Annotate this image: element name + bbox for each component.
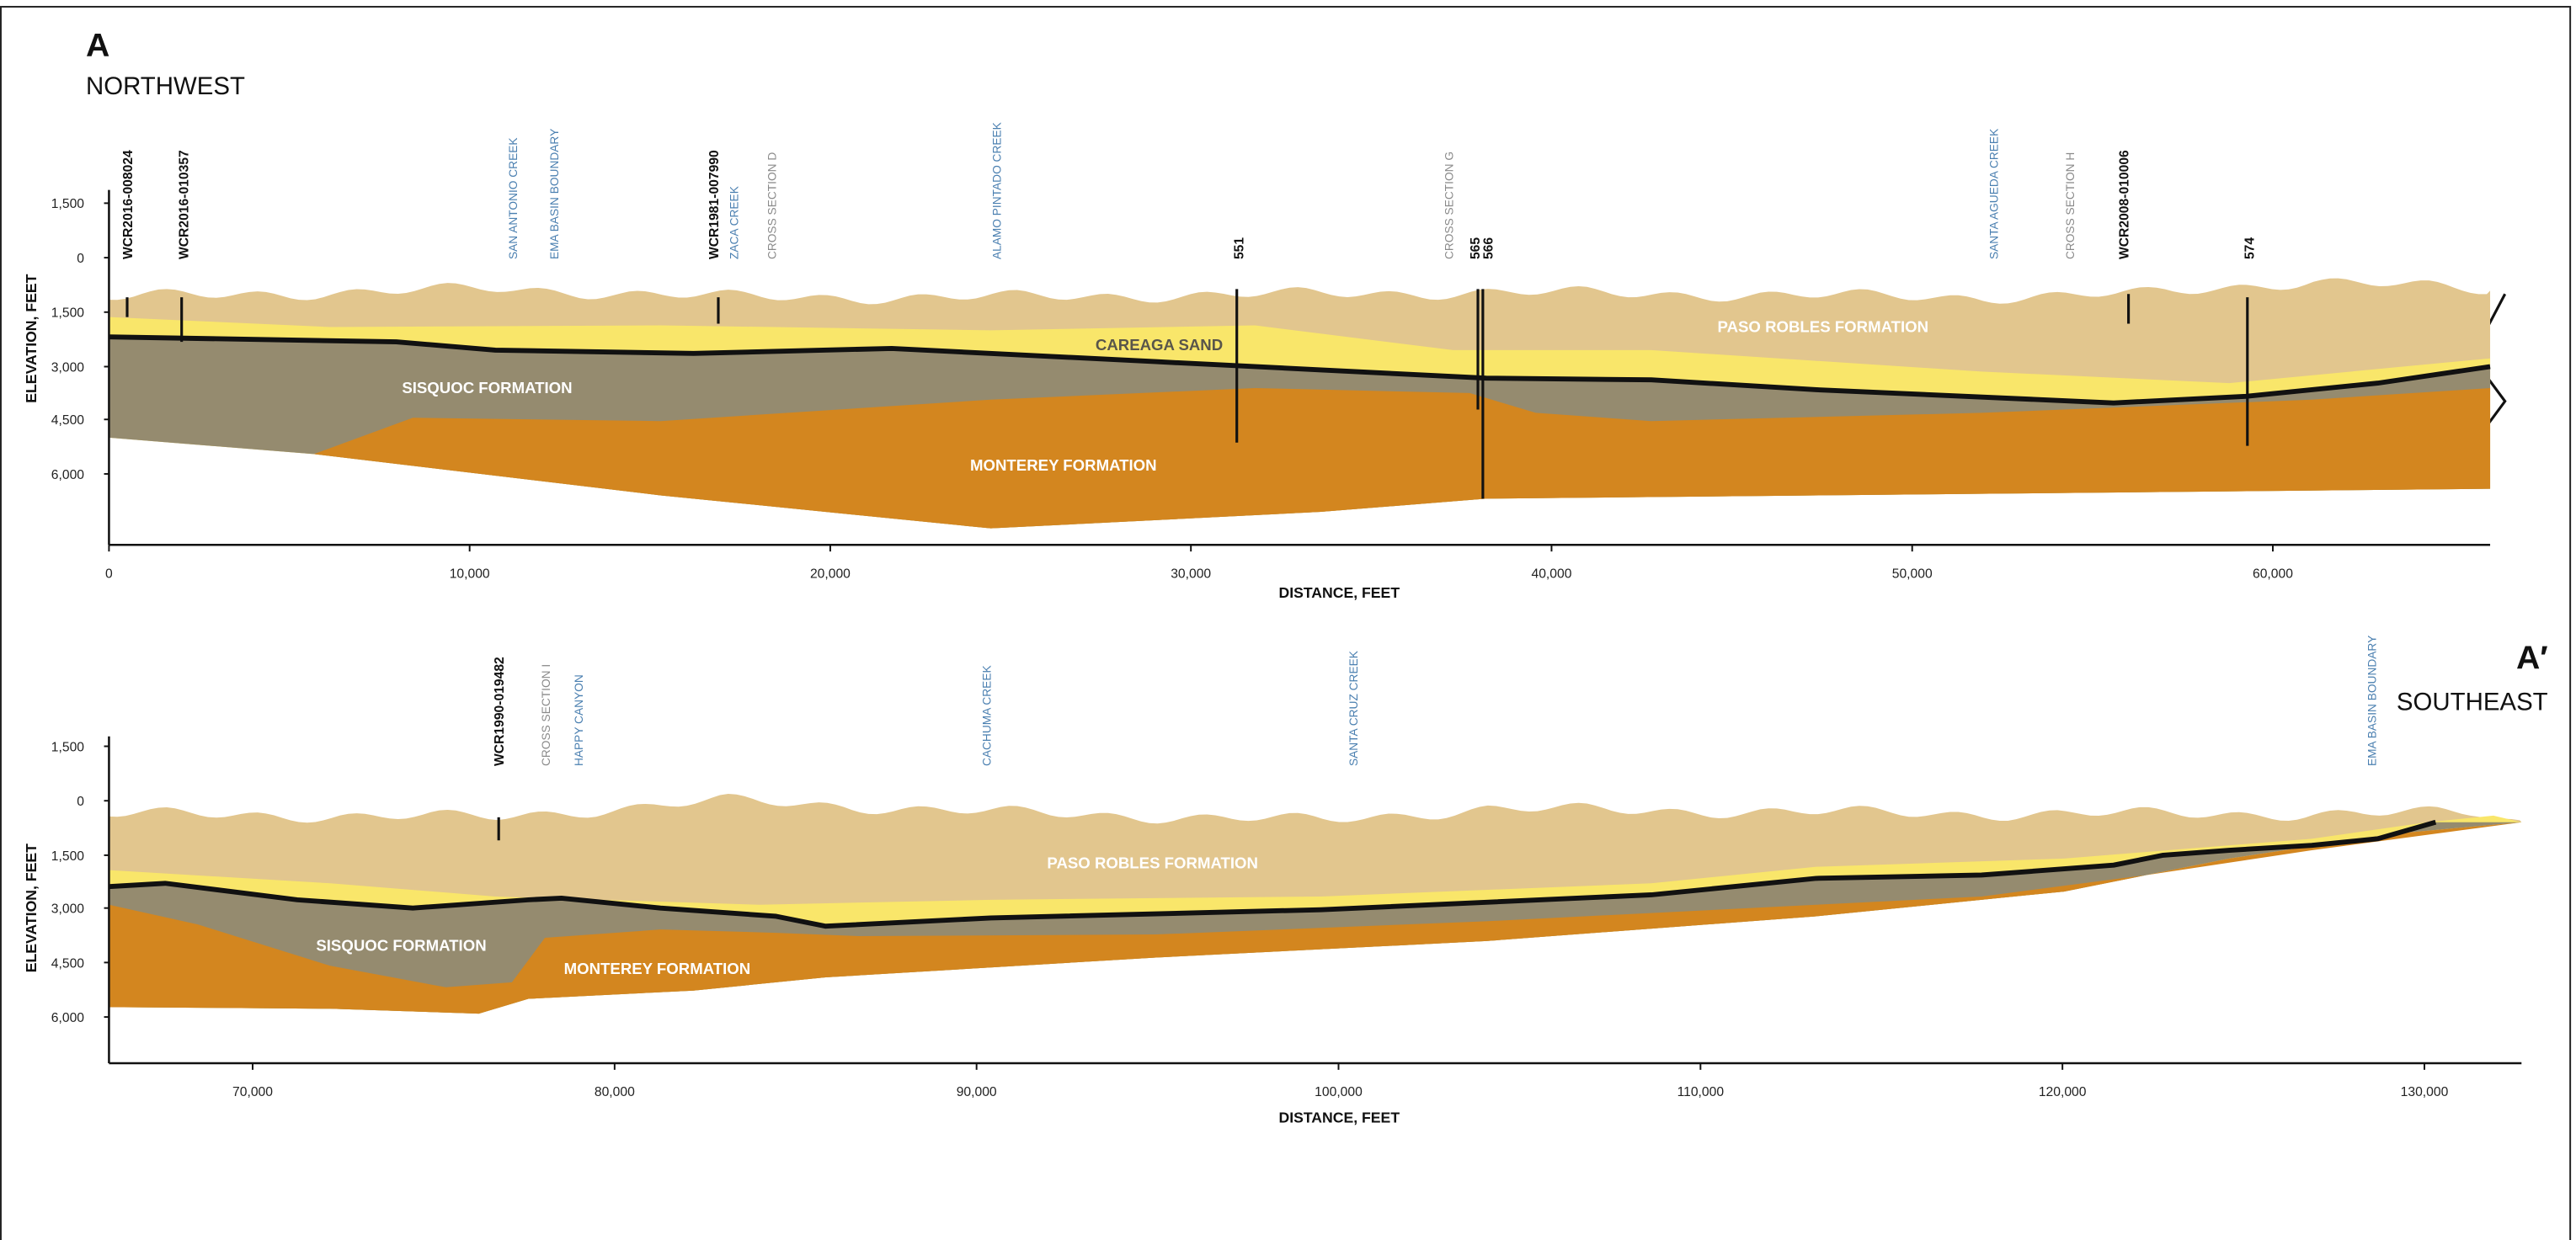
marker-label: HAPPY CANYON: [573, 674, 585, 766]
marker-label: CROSS SECTION D: [766, 152, 779, 259]
marker-label: 551: [1233, 237, 1247, 259]
elevation-tick-label: 0: [77, 795, 84, 809]
elevation-tick-label: 6,000: [51, 468, 85, 482]
marker-label: CACHUMA CREEK: [981, 665, 994, 766]
marker-label: SANTA CRUZ CREEK: [1347, 651, 1360, 766]
distance-tick-label: 40,000: [1531, 567, 1571, 581]
marker-label: ALAMO PINTADO CREEK: [990, 122, 1003, 259]
elevation-tick-label: 1,500: [51, 306, 85, 321]
monterey-formation: [109, 822, 2522, 1014]
elevation-axis-title: ELEVATION, FEET: [23, 274, 40, 402]
distance-tick-label: 70,000: [232, 1085, 273, 1099]
direction-end: SOUTHEAST: [2397, 688, 2548, 716]
distance-axis-title: DISTANCE, FEET: [1278, 584, 1400, 601]
sisquoc-top-contact: [109, 819, 2437, 929]
direction-start: NORTHWEST: [86, 72, 245, 100]
marker-label: EMA BASIN BOUNDARY: [548, 129, 561, 259]
marker-label: WCR2016-010357: [178, 150, 192, 259]
elevation-tick-label: 1,500: [51, 740, 85, 754]
distance-axis-title: DISTANCE, FEET: [1278, 1110, 1400, 1126]
elevation-tick-label: 1,500: [51, 849, 85, 864]
elevation-tick-label: 1,500: [51, 197, 85, 211]
distance-tick-label: 110,000: [1677, 1085, 1725, 1099]
section-end-label: A′: [2516, 640, 2548, 676]
elevation-tick-label: 0: [77, 252, 84, 266]
elevation-tick-label: 4,500: [51, 413, 85, 428]
marker-label: WCR2016-008024: [121, 150, 136, 259]
section-start-label: A: [86, 28, 109, 64]
marker-label: ZACA CREEK: [728, 186, 741, 259]
distance-tick-label: 100,000: [1315, 1085, 1363, 1099]
marker-label: 565: [1469, 237, 1483, 259]
distance-tick-label: 30,000: [1171, 567, 1211, 581]
distance-tick-label: 0: [105, 567, 113, 581]
distance-tick-label: 120,000: [2039, 1085, 2087, 1099]
frame: [0, 6, 2572, 1240]
formation-label: MONTEREY FORMATION: [564, 960, 751, 977]
marker-label: 574: [2243, 237, 2258, 259]
distance-tick-label: 10,000: [450, 567, 490, 581]
marker-label: SAN ANTONIO CREEK: [507, 137, 520, 259]
marker-label: CROSS SECTION H: [2064, 152, 2077, 259]
marker-label: EMA BASIN BOUNDARY: [2366, 636, 2379, 766]
formation-label: PASO ROBLES FORMATION: [1047, 854, 1258, 872]
marker-label: SANTA AGUEDA CREEK: [1988, 129, 2001, 259]
marker-label: WCR1990-019482: [493, 657, 507, 766]
marker-label: WCR2008-010006: [2118, 150, 2132, 259]
sisquoc-top-contact: [109, 334, 2491, 406]
distance-tick-label: 60,000: [2253, 567, 2293, 581]
formation-label: SISQUOC FORMATION: [316, 937, 486, 955]
elevation-axis-title: ELEVATION, FEET: [23, 844, 40, 972]
distance-tick-label: 80,000: [595, 1085, 635, 1099]
formation-label: MONTEREY FORMATION: [970, 456, 1157, 474]
elevation-tick-label: 3,000: [51, 902, 85, 917]
elevation-tick-label: 4,500: [51, 956, 85, 971]
formation-label: CAREAGA SAND: [1096, 336, 1223, 354]
formation-label: SISQUOC FORMATION: [402, 379, 572, 396]
monterey-formation: [313, 387, 2491, 529]
elevation-tick-label: 6,000: [51, 1011, 85, 1025]
marker-label: CROSS SECTION I: [540, 664, 552, 766]
marker-label: WCR1981-007990: [707, 150, 722, 259]
distance-tick-label: 20,000: [810, 567, 851, 581]
distance-tick-label: 90,000: [957, 1085, 997, 1099]
distance-tick-label: 50,000: [1892, 567, 1933, 581]
formation-label: PASO ROBLES FORMATION: [1718, 317, 1929, 335]
marker-label: CROSS SECTION G: [1443, 152, 1456, 259]
elevation-tick-label: 3,000: [51, 360, 85, 375]
distance-tick-label: 130,000: [2401, 1085, 2449, 1099]
marker-label: 566: [1482, 237, 1496, 259]
